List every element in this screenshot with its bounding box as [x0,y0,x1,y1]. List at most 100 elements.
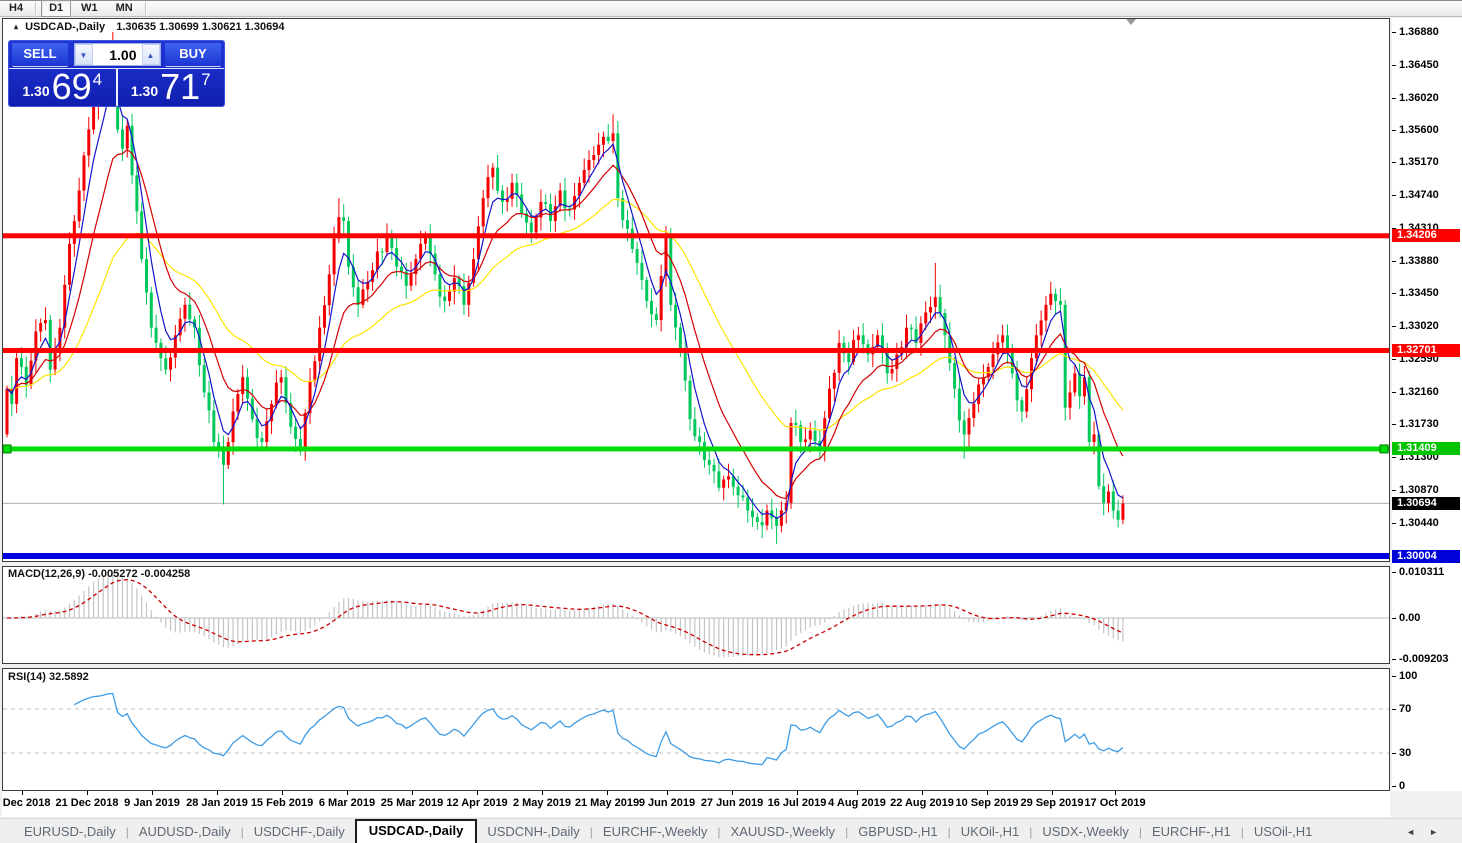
tab-scroll-left[interactable]: ◄ [1406,827,1430,837]
price-axis-label: 1.33020 [1399,320,1439,332]
price-axis-label: 1.33450 [1399,287,1439,299]
chart-tab-gbpusd-h1[interactable]: GBPUSD-,H1 [858,824,938,839]
chart-shift-marker-icon [1126,19,1136,25]
collapse-triangle-icon[interactable]: ▴ [14,22,19,31]
axis-tick [1392,228,1396,229]
price-axis-label: 1.34740 [1399,189,1439,201]
symbol-title: USDCAD-,Daily [25,21,106,33]
price-tag-1.31409: 1.31409 [1392,442,1460,455]
chart-title-row: ▴ USDCAD-,Daily 1.30635 1.30699 1.30621 … [14,21,284,33]
price-axis-label: 1.36880 [1399,26,1439,38]
axis-tick [1392,618,1396,619]
date-tick [922,791,923,795]
horizontal-line-1.32701 [3,347,1389,353]
chart-tab-eurusd-daily[interactable]: EURUSD-,Daily [24,824,116,839]
sell-price-prefix: 1.30 [22,83,50,99]
price-axis[interactable]: 1.36880 1.36450 1.36020 1.35600 1.35170 1.347… [1392,18,1462,792]
axis-tick [1392,261,1396,262]
volume-input[interactable] [92,44,142,65]
axis-tick [1392,195,1396,196]
axis-tick [1392,753,1396,754]
axis-tick [1392,130,1396,131]
sell-price[interactable]: 1.30 69 4 [9,69,116,106]
rsi-axis-label: 70 [1399,703,1412,715]
axis-tick [1392,523,1396,524]
chart-tab-usdchf-daily[interactable]: USDCHF-,Daily [253,824,345,839]
chart-tab-usdcad-daily[interactable]: USDCAD-,Daily [354,819,478,843]
macd-label: MACD(12,26,9) -0.005272 -0.004258 [8,568,191,580]
price-axis-label: 1.30440 [1399,517,1439,529]
one-click-trade-panel: SELL ▼ ▲ BUY 1.30 69 4 1.30 71 7 [8,40,225,107]
date-tick [1115,791,1116,795]
price-tag-1.34206: 1.34206 [1392,229,1460,242]
axis-tick [1392,392,1396,393]
axis-tick [1392,293,1396,294]
date-tick [542,791,543,795]
axis-tick [1392,162,1396,163]
date-tick [857,791,858,795]
chart-tab-xauusd-weekly[interactable]: XAUUSD-,Weekly [730,824,836,839]
date-tick [87,791,88,795]
tab-bar: EURUSD-,Daily | AUDUSD-,Daily | USDCHF-,Dail… [0,818,1462,843]
macd-signal-line [6,579,1124,656]
price-axis-label: 1.36020 [1399,92,1439,104]
tab-scroll-right[interactable]: ► [1429,827,1452,837]
volume-decrease-button[interactable]: ▼ [74,44,93,65]
macd-axis-label: 0.00 [1399,612,1421,624]
chart-tab-eurchf-weekly[interactable]: EURCHF-,Weekly [602,824,708,839]
macd-panel[interactable] [2,566,1390,664]
toolbar-separator [144,2,147,15]
chart-tab-usdcnh-daily[interactable]: USDCNH-,Daily [487,824,580,839]
timeframe-button-d1[interactable]: D1 [41,0,72,17]
date-label: 21 Dec 2018 [55,797,119,809]
axis-tick [1392,65,1396,66]
buy-price-sup: 7 [201,70,211,89]
date-axis[interactable]: 3 Dec 2018 21 Dec 2018 9 Jan 2019 28 Jan 20… [0,791,1390,817]
chart-tab-audusd-daily[interactable]: AUDUSD-,Daily [138,824,231,839]
axis-tick [1392,676,1396,677]
timeframe-button-h4[interactable]: H4 [9,2,24,14]
main-chart[interactable] [2,18,1390,562]
date-tick [282,791,283,795]
date-label: 9 Jan 2019 [124,797,180,809]
rsi-panel[interactable] [2,668,1390,791]
date-tick [217,791,218,795]
sell-button[interactable]: SELL [12,43,68,67]
trade-panel-prices: 1.30 69 4 1.30 71 7 [9,69,224,106]
chart-tab-ukoil-h1[interactable]: UKOil-,H1 [960,824,1020,839]
date-label: 15 Feb 2019 [250,797,314,809]
trade-panel-divider [115,69,118,106]
date-tick [667,791,668,795]
ma-13-line [6,148,1124,500]
macd-axis-label: -0.009203 [1399,653,1449,665]
date-label: 6 Mar 2019 [318,797,376,809]
axis-tick [1392,424,1396,425]
volume-increase-button[interactable]: ▲ [141,44,160,65]
timeframe-button-w1[interactable]: W1 [81,2,98,14]
rsi-line [73,692,1124,766]
buy-price-big: 71 [160,66,201,107]
rsi-axis-label: 100 [1399,670,1418,682]
price-axis-label: 1.32160 [1399,386,1439,398]
chart-tab-eurchf-h1[interactable]: EURCHF-,H1 [1152,824,1231,839]
axis-tick [1392,786,1396,787]
date-tick [412,791,413,795]
date-tick [22,791,23,795]
axis-tick [1392,490,1396,491]
price-tag-1.32701: 1.32701 [1392,344,1460,357]
chart-tab-usdx-weekly[interactable]: USDX-,Weekly [1042,824,1129,839]
date-tick [607,791,608,795]
axis-tick [1392,359,1396,360]
axis-tick [1392,32,1396,33]
rsi-axis-label: 0 [1399,780,1406,792]
rsi-axis-label: 30 [1399,747,1412,759]
ohlc-readout: 1.30635 1.30699 1.30621 1.30694 [116,21,285,33]
axis-tick [1392,457,1396,458]
chart-tab-usoil-h1[interactable]: USOil-,H1 [1253,824,1313,839]
date-tick [152,791,153,795]
date-tick [477,791,478,795]
buy-button[interactable]: BUY [165,43,221,67]
date-tick [987,791,988,795]
timeframe-button-mn[interactable]: MN [115,2,133,14]
buy-price[interactable]: 1.30 71 7 [118,69,225,106]
